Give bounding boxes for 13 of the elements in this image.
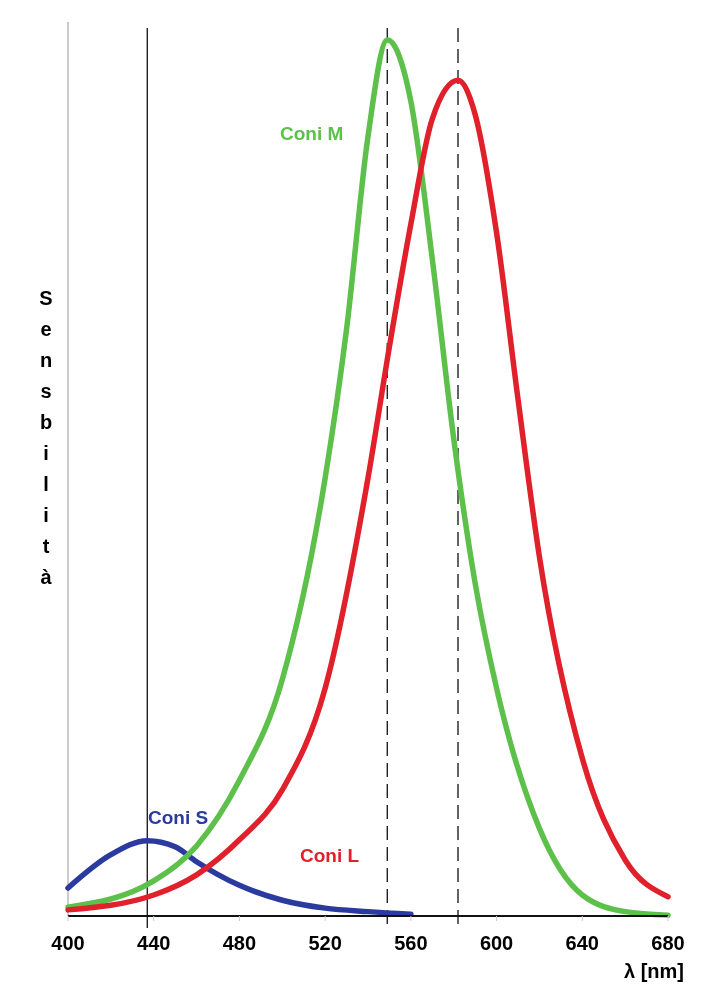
x-tick-label: 560 <box>394 932 428 954</box>
series-label: Coni S <box>148 807 209 828</box>
text: Coni L <box>300 845 360 866</box>
x-tick-label: 680 <box>651 932 685 954</box>
x-tick-label: 640 <box>565 932 599 954</box>
x-tick-label: 600 <box>479 932 514 954</box>
x-tick-label: 480 <box>222 932 257 954</box>
text: Sensbilità <box>39 287 53 588</box>
x-axis-title: λ [nm] <box>624 960 684 982</box>
x-tick-label: 400 <box>51 932 85 954</box>
x-tick-label: 520 <box>308 932 342 954</box>
x-tick-label: 440 <box>137 932 171 954</box>
series-label: Coni M <box>280 123 344 144</box>
